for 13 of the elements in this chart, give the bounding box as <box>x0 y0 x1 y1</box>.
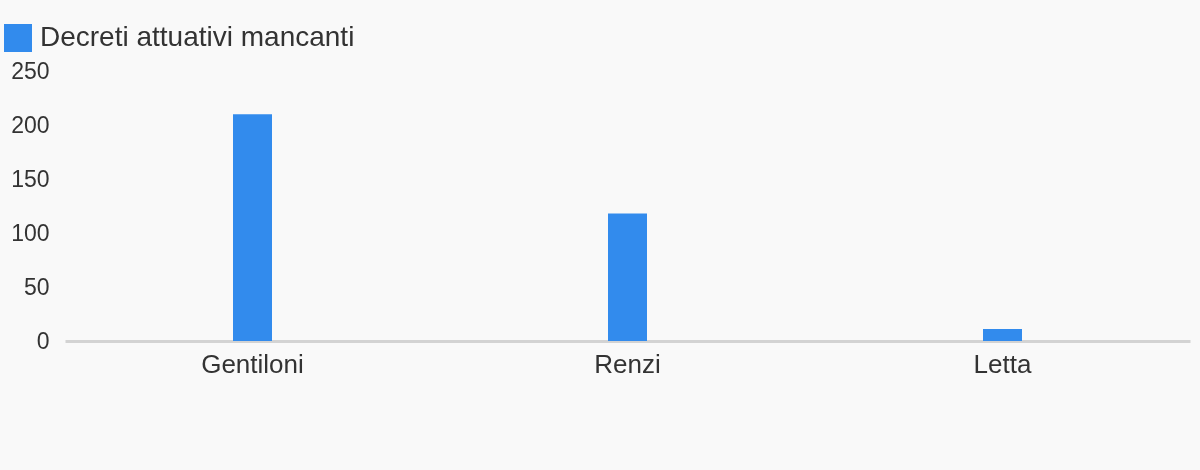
y-tick-label: 100 <box>11 219 50 246</box>
bar <box>233 114 272 341</box>
bar <box>983 329 1022 341</box>
y-tick-label: 200 <box>11 111 50 138</box>
y-tick-label: 150 <box>11 165 50 192</box>
x-tick-label: Gentiloni <box>201 348 304 379</box>
y-tick-label: 50 <box>23 273 50 300</box>
y-tick-label: 0 <box>36 327 50 354</box>
y-tick-label: 250 <box>11 57 50 84</box>
bar <box>608 213 647 341</box>
legend-label: Decreti attuativi mancanti <box>40 21 355 52</box>
x-tick-label: Renzi <box>594 348 661 379</box>
x-tick-label: Letta <box>973 348 1032 379</box>
